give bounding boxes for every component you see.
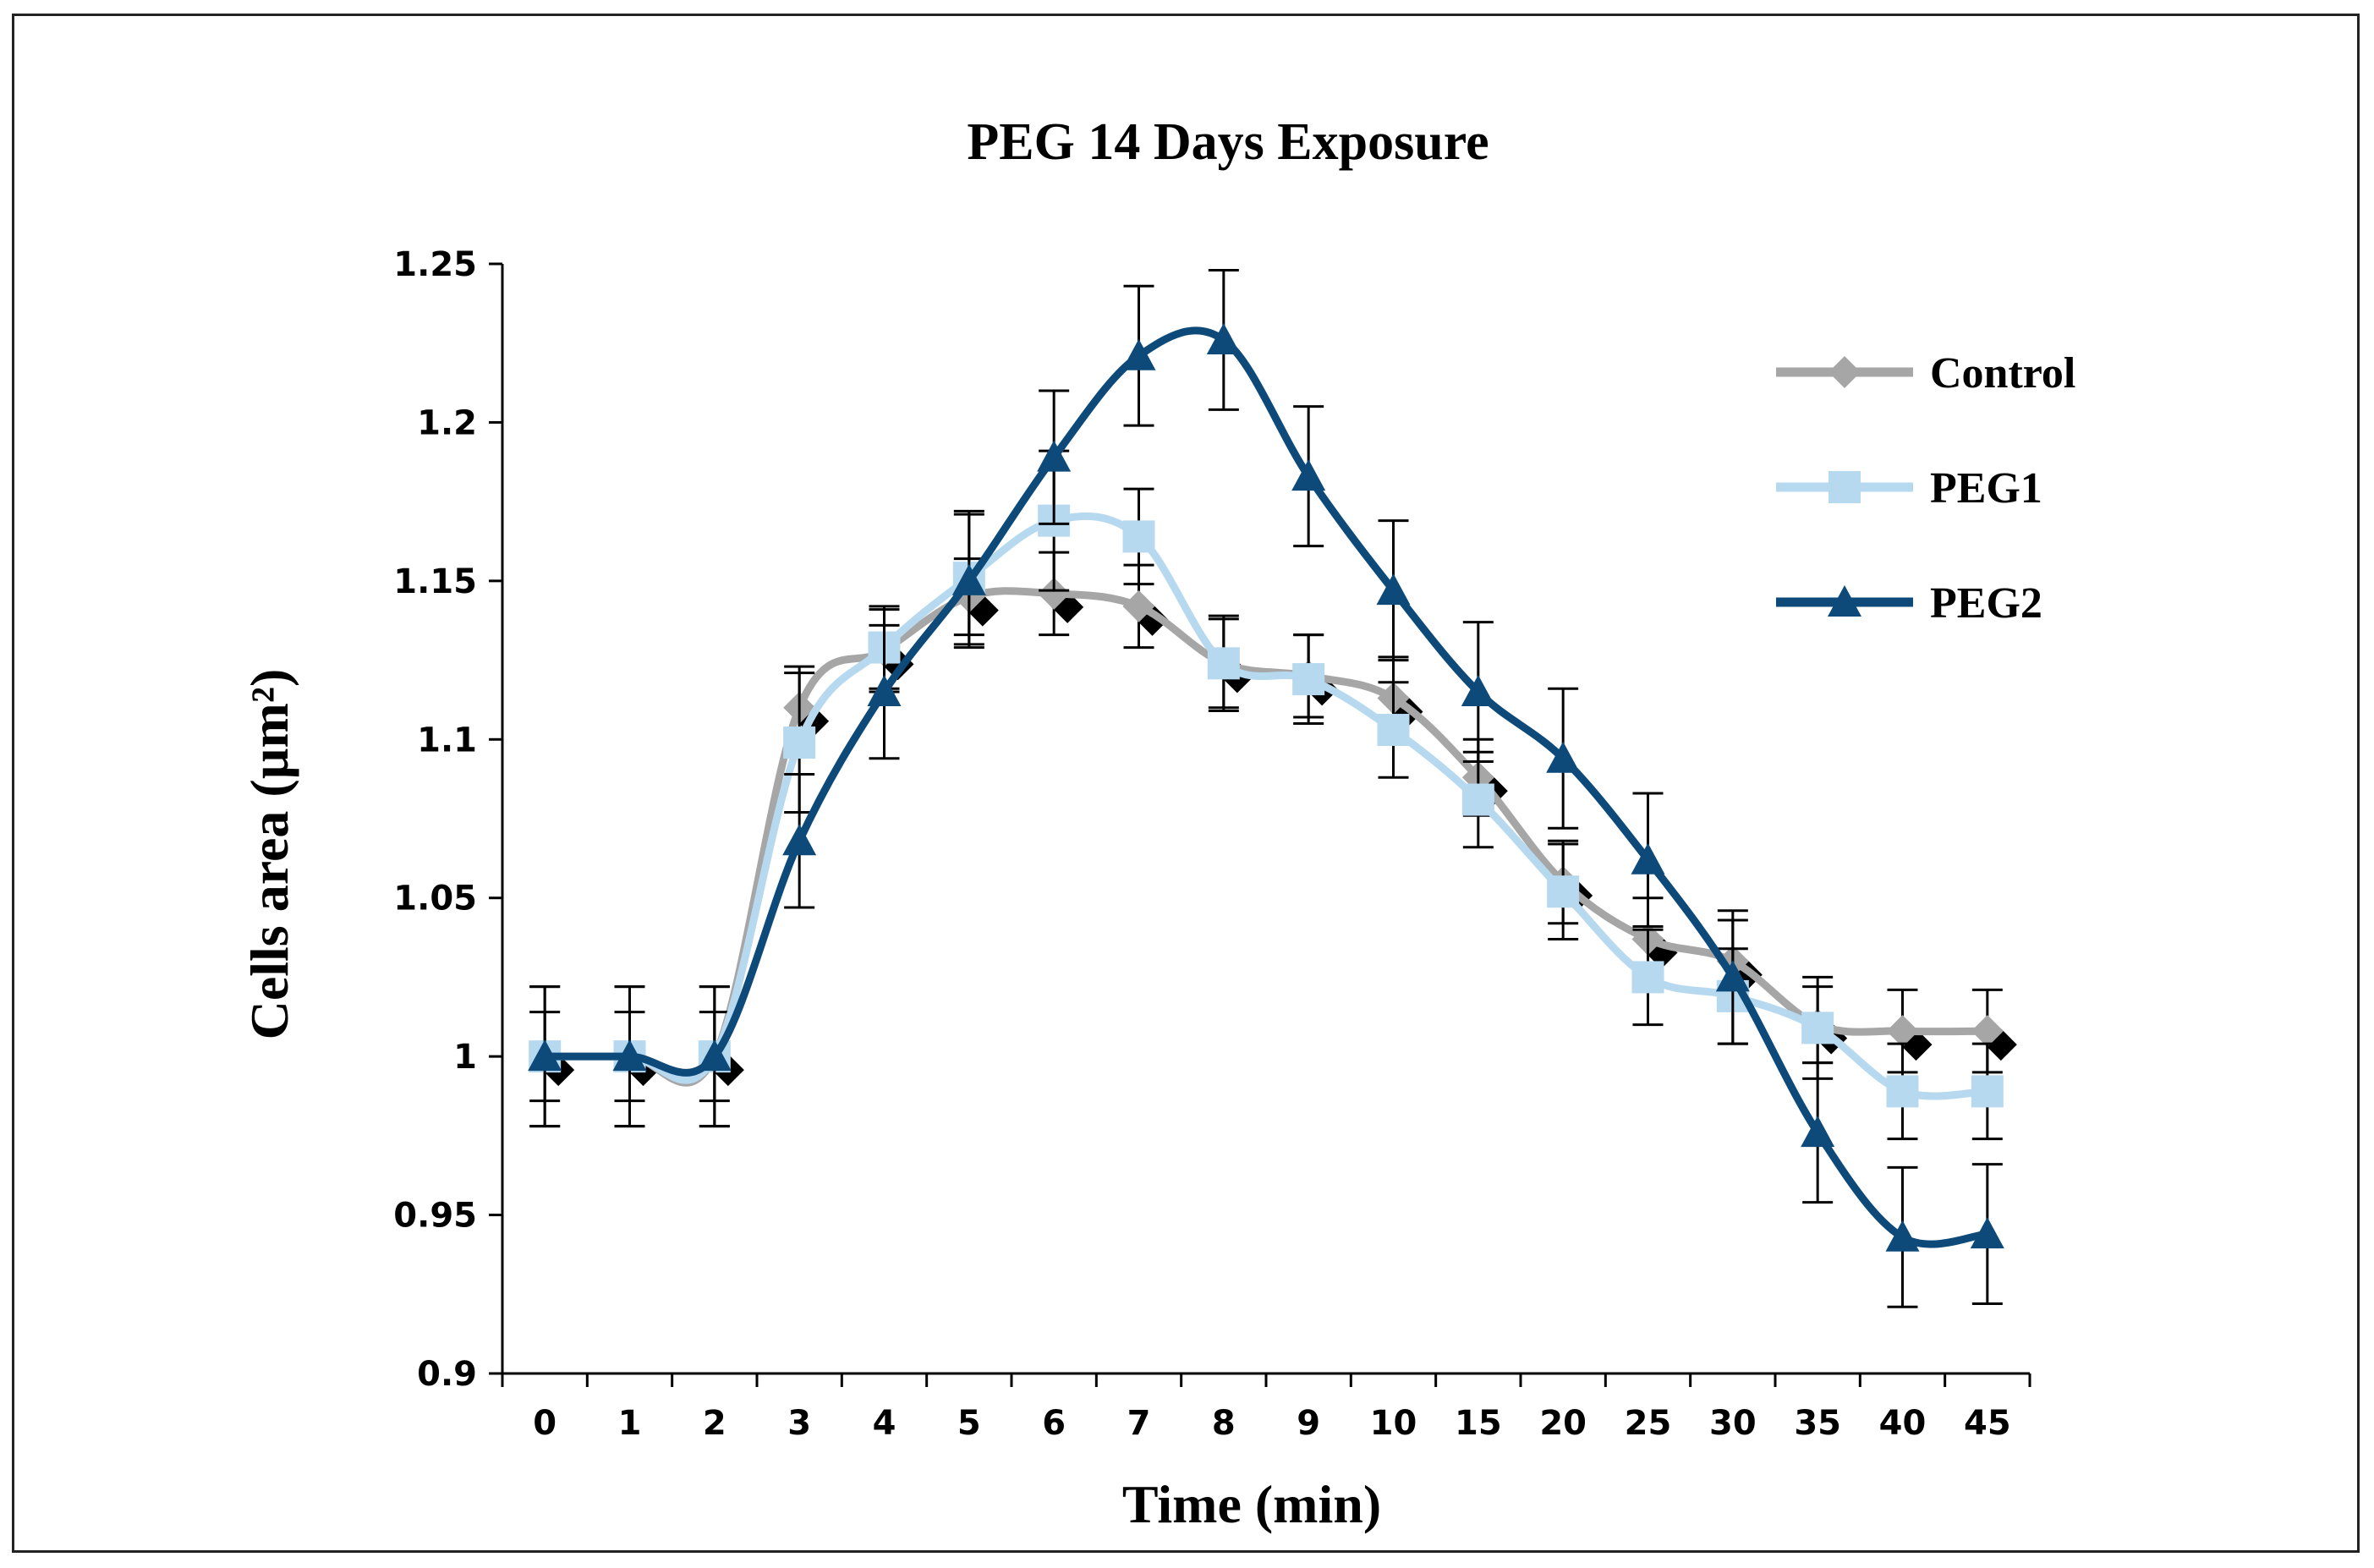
x-tick-label: 35 (1794, 1404, 1841, 1443)
control-point (1122, 589, 1155, 622)
x-tick-label: 9 (1297, 1404, 1320, 1443)
peg2-point (1885, 1220, 1920, 1252)
control-point (1971, 1015, 2004, 1048)
x-tick-label: 7 (1127, 1404, 1151, 1443)
legend-marker-peg1 (1828, 471, 1861, 503)
peg1-point (1631, 961, 1664, 994)
peg2-series (528, 268, 2004, 1308)
peg2-point (1715, 960, 1750, 992)
peg2-point (1801, 1116, 1835, 1148)
control-point (1038, 577, 1071, 610)
y-tick-label: 0.9 (417, 1355, 477, 1394)
y-tick-label: 1.2 (417, 403, 477, 442)
peg2-point (697, 1039, 732, 1072)
peg2-point (1970, 1217, 2004, 1249)
peg2-point (1546, 741, 1581, 773)
peg1-line (545, 512, 1988, 1100)
peg1-point (1547, 875, 1580, 908)
x-tick-label: 3 (787, 1404, 811, 1443)
peg1-series (529, 449, 2004, 1141)
x-tick-label: 15 (1455, 1404, 1502, 1443)
peg1-point (1377, 714, 1410, 747)
y-axis-title: Cells area (µm²) (239, 669, 299, 1040)
peg2-point (528, 1039, 562, 1072)
y-tick-label: 0.95 (393, 1197, 477, 1236)
peg1-point (783, 726, 816, 759)
peg2-point (1376, 573, 1411, 606)
x-tick-label: 4 (873, 1404, 896, 1443)
legend-item-control: Control (1776, 349, 2075, 397)
x-tick-label: 20 (1539, 1404, 1587, 1443)
peg2-point (951, 563, 986, 595)
peg2-point (1121, 338, 1156, 370)
x-tick-label: 10 (1370, 1404, 1417, 1443)
peg1-point (1886, 1075, 1919, 1108)
legend-label-control: Control (1930, 349, 2075, 397)
control-point (1886, 1015, 1919, 1048)
y-tick-label: 1 (453, 1038, 477, 1077)
peg2-point (1037, 440, 1072, 472)
x-tick-label: 30 (1709, 1404, 1757, 1443)
x-axis-title: Time (min) (1122, 1474, 1381, 1534)
legend-label-peg1: PEG1 (1930, 464, 2042, 513)
peg2-point (1461, 675, 1495, 707)
peg2-line (545, 326, 1988, 1248)
peg1-point (1292, 663, 1325, 696)
peg2-point (1291, 459, 1326, 491)
x-tick-label: 0 (533, 1404, 556, 1443)
y-tick-label: 1.15 (393, 562, 477, 601)
legend-marker-peg2 (1828, 585, 1861, 617)
legend-label-peg2: PEG2 (1930, 579, 2042, 628)
peg1-point (1971, 1075, 2004, 1108)
control-series (529, 551, 2004, 1103)
x-tick-label: 1 (618, 1404, 642, 1443)
peg2-point (1206, 322, 1241, 354)
chart-frame (12, 14, 2360, 1553)
peg2-point (867, 675, 902, 707)
y-tick-label: 1.25 (393, 245, 477, 284)
peg1-point (1207, 647, 1240, 680)
x-tick-label: 6 (1042, 1404, 1066, 1443)
x-tick-label: 8 (1212, 1404, 1236, 1443)
peg2-point (1631, 842, 1665, 874)
x-tick-label: 25 (1625, 1404, 1672, 1443)
x-tick-label: 2 (703, 1404, 726, 1443)
chart-title: PEG 14 Days Exposure (967, 113, 1489, 171)
peg1-point (1461, 783, 1494, 816)
control-shadow-marker (1730, 958, 1763, 991)
legend-item-peg2: PEG2 (1776, 579, 2042, 628)
peg1-point (1801, 1012, 1834, 1044)
y-tick-label: 1.1 (417, 721, 477, 759)
x-tick-label: 5 (957, 1404, 981, 1443)
peg2-point (782, 824, 817, 856)
legend-item-peg1: PEG1 (1776, 464, 2042, 513)
peg1-point (1122, 520, 1155, 553)
x-tick-label: 40 (1879, 1404, 1927, 1443)
series-layer (528, 268, 2017, 1308)
y-tick-label: 1.05 (393, 880, 477, 918)
legend: Control PEG1 PEG2 (1776, 349, 2075, 628)
legend-marker-control (1828, 356, 1861, 388)
x-tick-label: 45 (1964, 1404, 2011, 1443)
peg2-point (612, 1039, 647, 1072)
